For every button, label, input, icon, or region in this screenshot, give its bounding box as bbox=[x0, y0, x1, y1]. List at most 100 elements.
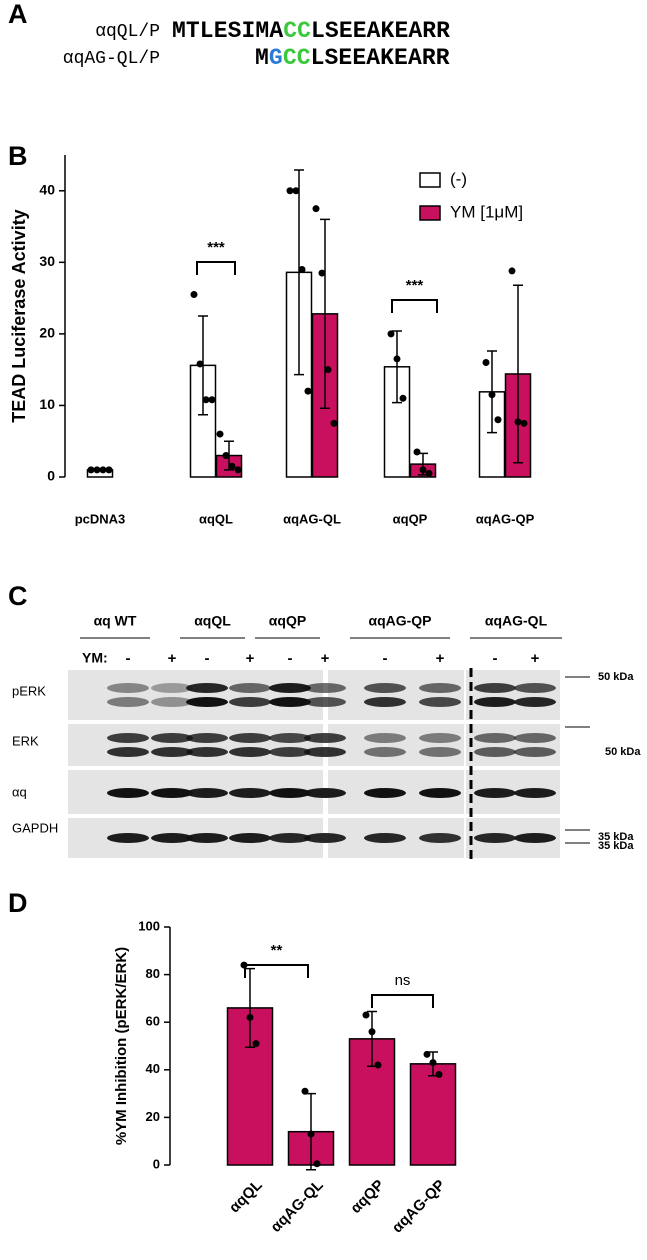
blot-band bbox=[364, 733, 406, 743]
blot-band bbox=[186, 697, 228, 707]
data-point bbox=[413, 448, 421, 456]
y-tick-label: 80 bbox=[146, 966, 160, 981]
blot-band bbox=[229, 747, 271, 757]
treatment: + bbox=[246, 650, 255, 667]
data-point bbox=[292, 187, 300, 195]
treatment: - bbox=[288, 650, 293, 667]
size-label: 35 kDa bbox=[598, 840, 634, 852]
data-point bbox=[202, 396, 210, 404]
blot-band bbox=[514, 733, 556, 743]
treatment: + bbox=[531, 650, 540, 667]
blot-band bbox=[186, 733, 228, 743]
ym-label: YM: bbox=[82, 650, 108, 666]
significance-label: *** bbox=[406, 277, 424, 294]
y-tick-label: 40 bbox=[39, 181, 55, 197]
blot-band bbox=[419, 747, 461, 757]
sequence-segment: LSEEAKEARR bbox=[311, 18, 450, 44]
data-point bbox=[514, 418, 522, 426]
group-label: αqAG-QL bbox=[485, 613, 548, 629]
blot-background bbox=[466, 724, 560, 766]
blot-band bbox=[474, 788, 516, 798]
y-tick-label: 20 bbox=[39, 325, 55, 341]
x-tick-label: αqQP bbox=[347, 1177, 387, 1217]
data-point bbox=[374, 1061, 382, 1069]
blot-band bbox=[186, 683, 228, 693]
blot-band bbox=[107, 747, 149, 757]
blot-band bbox=[514, 833, 556, 843]
row-label: pERK bbox=[12, 683, 46, 698]
data-point bbox=[312, 205, 320, 213]
construct-name: αqAG-QL/P bbox=[63, 49, 160, 69]
blot-band bbox=[186, 788, 228, 798]
y-tick-label: 0 bbox=[153, 1156, 160, 1171]
size-label: 50 kDa bbox=[605, 746, 641, 758]
blot-band bbox=[474, 733, 516, 743]
blot-band bbox=[151, 733, 193, 743]
data-point bbox=[429, 1059, 437, 1067]
y-tick-label: 100 bbox=[138, 918, 160, 933]
data-point bbox=[362, 1011, 370, 1019]
blot-band bbox=[419, 697, 461, 707]
data-point bbox=[301, 1087, 309, 1095]
data-point bbox=[99, 466, 107, 474]
blot-band bbox=[151, 697, 193, 707]
y-tick-label: 10 bbox=[39, 396, 55, 412]
data-point bbox=[304, 387, 312, 395]
data-point bbox=[330, 419, 338, 427]
data-point bbox=[423, 1050, 431, 1058]
blot-band bbox=[419, 788, 461, 798]
blot-background bbox=[68, 724, 323, 766]
group-label: αqQL bbox=[194, 613, 231, 629]
blot-band bbox=[419, 833, 461, 843]
blot-band bbox=[474, 833, 516, 843]
blot-band bbox=[107, 697, 149, 707]
blot-band bbox=[186, 747, 228, 757]
data-point bbox=[494, 416, 502, 424]
sequence-segment: G bbox=[269, 45, 283, 71]
data-point bbox=[208, 396, 216, 404]
blot-band bbox=[269, 697, 311, 707]
data-point bbox=[393, 355, 401, 363]
data-point bbox=[387, 330, 395, 338]
data-point bbox=[368, 1028, 376, 1036]
blot-band bbox=[269, 733, 311, 743]
treatment: + bbox=[168, 650, 177, 667]
blot-band bbox=[107, 683, 149, 693]
blot-band bbox=[514, 697, 556, 707]
significance-bracket bbox=[196, 261, 236, 275]
size-label: 50 kDa bbox=[598, 671, 634, 683]
x-tick-label: αqAG-QL bbox=[267, 1177, 326, 1236]
significance-label: ** bbox=[271, 942, 283, 959]
row-label: GAPDH bbox=[12, 820, 58, 835]
panel-label: B bbox=[8, 141, 28, 171]
significance-bracket bbox=[371, 994, 434, 1008]
significance-bracket bbox=[244, 964, 309, 978]
data-point bbox=[399, 394, 407, 402]
x-tick-label: pcDNA3 bbox=[75, 511, 126, 526]
data-point bbox=[313, 1160, 321, 1168]
blot-band bbox=[229, 788, 271, 798]
blot-band bbox=[474, 683, 516, 693]
data-point bbox=[298, 265, 306, 273]
treatment: - bbox=[205, 650, 210, 667]
blot-band bbox=[229, 833, 271, 843]
y-tick-label: 0 bbox=[47, 468, 55, 484]
data-point bbox=[246, 1013, 254, 1021]
blot-band bbox=[419, 733, 461, 743]
y-tick-label: 60 bbox=[146, 1014, 160, 1029]
treatment: - bbox=[126, 650, 131, 667]
blot-band bbox=[474, 747, 516, 757]
data-point bbox=[87, 466, 95, 474]
data-point bbox=[425, 469, 433, 477]
blot-band bbox=[304, 788, 346, 798]
blot-band bbox=[151, 788, 193, 798]
data-point bbox=[105, 466, 113, 474]
sequence: MGCCLSEEAKEARR bbox=[255, 45, 450, 71]
error-bar bbox=[392, 330, 402, 404]
error-bar bbox=[245, 967, 255, 1048]
blot-band bbox=[269, 833, 311, 843]
blot-band bbox=[514, 747, 556, 757]
blot-background bbox=[328, 670, 464, 720]
blot-band bbox=[269, 788, 311, 798]
x-tick-label: αqQP bbox=[393, 511, 428, 526]
